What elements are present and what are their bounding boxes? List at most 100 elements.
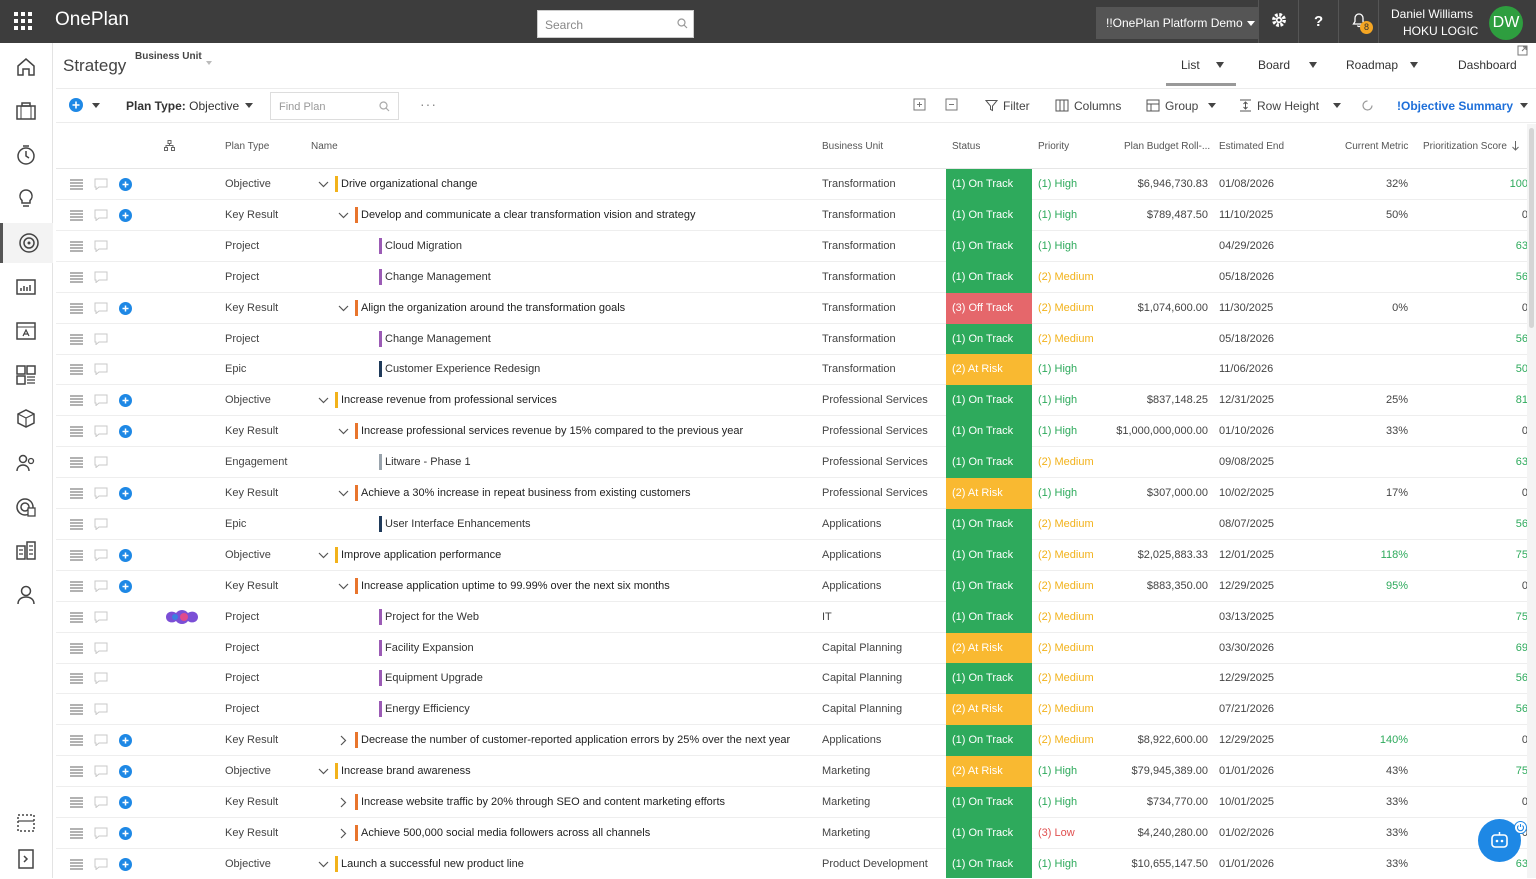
sort-descending-icon[interactable]	[1511, 140, 1520, 151]
drag-handle-icon[interactable]	[70, 241, 83, 252]
more-options-button[interactable]: ···	[420, 96, 437, 112]
user-menu[interactable]: Daniel Williams HOKU LOGIC DW	[1378, 0, 1536, 43]
search-input[interactable]: Search	[537, 10, 694, 38]
table-row[interactable]: Key Result Align the organization around …	[56, 292, 1528, 324]
column-header-name[interactable]: Name	[311, 141, 338, 152]
comment-icon[interactable]	[94, 240, 108, 252]
scrollbar-thumb[interactable]	[1529, 128, 1534, 328]
sidebar-item-goals[interactable]	[0, 487, 53, 527]
chevron-down-icon[interactable]	[1309, 62, 1317, 68]
expand-icon[interactable]	[1517, 45, 1528, 56]
comment-icon[interactable]	[94, 642, 108, 654]
plan-name-text[interactable]: Change Management	[385, 270, 491, 283]
plan-name-text[interactable]: Equipment Upgrade	[385, 672, 483, 685]
chevron-down-icon[interactable]	[338, 303, 349, 314]
app-launcher-icon[interactable]	[13, 11, 33, 31]
plan-name-text[interactable]: Customer Experience Redesign	[385, 363, 541, 376]
vertical-scrollbar[interactable]	[1527, 124, 1536, 878]
plan-name-text[interactable]: Launch a successful new product line	[341, 857, 524, 870]
plan-name-text[interactable]: Facility Expansion	[385, 641, 474, 654]
add-child-button[interactable]	[119, 394, 132, 408]
tab-board[interactable]: Board	[1258, 58, 1291, 72]
plan-name-text[interactable]: Decrease the number of customer-reported…	[361, 734, 791, 747]
comment-icon[interactable]	[94, 209, 108, 221]
column-header-prioritization-score[interactable]: Prioritization Score	[1423, 141, 1507, 152]
sidebar-collapse-button[interactable]	[0, 839, 53, 879]
add-child-button[interactable]	[119, 826, 132, 840]
column-header-status[interactable]: Status	[952, 141, 981, 152]
chevron-down-icon[interactable]	[1520, 103, 1528, 108]
drag-handle-icon[interactable]	[70, 704, 83, 715]
comment-icon[interactable]	[94, 672, 108, 685]
sidebar-item-products[interactable]	[0, 399, 53, 439]
table-row[interactable]: Project Facility Expansion Capital Plannin…	[56, 632, 1528, 664]
table-row[interactable]: Key Result Increase website traffic by 20…	[56, 787, 1528, 818]
table-row[interactable]: Project Project for the Web IT (1) On Track…	[56, 601, 1528, 633]
chevron-down-icon[interactable]	[1410, 62, 1418, 68]
table-row[interactable]: Project Change Management Transformation (1…	[56, 323, 1528, 355]
chevron-down-icon[interactable]	[318, 766, 329, 777]
table-row[interactable]: Project Change Management Transformation (1…	[56, 261, 1528, 293]
comment-icon[interactable]	[94, 178, 108, 190]
chevron-down-icon[interactable]	[338, 581, 349, 592]
chevron-down-icon[interactable]	[1208, 103, 1216, 108]
chevron-down-icon[interactable]	[1333, 103, 1341, 108]
drag-handle-icon[interactable]	[70, 581, 83, 592]
chevron-down-icon[interactable]	[92, 103, 100, 108]
comment-icon[interactable]	[94, 549, 108, 561]
hierarchy-icon[interactable]	[164, 140, 175, 151]
drag-handle-icon[interactable]	[70, 395, 83, 406]
add-child-button[interactable]	[119, 857, 132, 871]
chevron-right-icon[interactable]	[338, 828, 349, 839]
plan-name-text[interactable]: Increase professional services revenue b…	[361, 425, 744, 438]
chevron-down-icon[interactable]	[338, 488, 349, 499]
drag-handle-icon[interactable]	[70, 364, 83, 375]
chevron-down-icon[interactable]	[318, 550, 329, 561]
chevron-down-icon[interactable]	[338, 426, 349, 437]
drag-handle-icon[interactable]	[70, 735, 83, 746]
sidebar-item-portfolio[interactable]	[0, 91, 53, 131]
table-row[interactable]: Epic User Interface Enhancements Applicati…	[56, 508, 1528, 540]
table-row[interactable]: Key Result Increase application uptime to…	[56, 570, 1528, 602]
table-row[interactable]: Engagement Litware - Phase 1 Professional …	[56, 447, 1528, 479]
table-row[interactable]: Key Result Increase professional services…	[56, 416, 1528, 448]
plan-name-text[interactable]: Increase revenue from professional servi…	[341, 394, 557, 407]
comment-icon[interactable]	[94, 333, 108, 345]
chevron-down-icon[interactable]	[245, 103, 253, 108]
comment-icon[interactable]	[94, 425, 108, 438]
sidebar-item-time[interactable]	[0, 135, 53, 175]
chevron-right-icon[interactable]	[338, 797, 349, 808]
sidebar-item-team[interactable]	[0, 443, 53, 483]
table-row[interactable]: Epic Customer Experience Redesign Transfor…	[56, 354, 1528, 386]
column-header-budget[interactable]: Plan Budget Roll-...	[1124, 141, 1211, 152]
tab-dashboard[interactable]: Dashboard	[1458, 58, 1517, 72]
settings-button[interactable]	[1258, 0, 1298, 43]
drag-handle-icon[interactable]	[70, 457, 83, 468]
sidebar-item-profile[interactable]	[0, 575, 53, 615]
add-child-button[interactable]	[119, 765, 132, 779]
comment-icon[interactable]	[94, 734, 108, 747]
plan-name-text[interactable]: Improve application performance	[341, 548, 502, 561]
drag-handle-icon[interactable]	[70, 488, 83, 499]
table-row[interactable]: Objective Improve application performance…	[56, 539, 1528, 571]
chevron-down-icon[interactable]	[338, 210, 349, 221]
add-child-button[interactable]	[119, 301, 132, 315]
comment-icon[interactable]	[94, 487, 108, 499]
sidebar-item-resources[interactable]	[0, 311, 53, 351]
drag-handle-icon[interactable]	[70, 612, 83, 623]
sidebar-item-strategy[interactable]	[0, 223, 53, 263]
chevron-down-icon[interactable]	[206, 61, 212, 65]
table-row[interactable]: Key Result Achieve a 30% increase in repe…	[56, 478, 1528, 509]
objective-summary-view[interactable]: !Objective Summary	[1397, 99, 1514, 113]
chat-assistant-button[interactable]	[1478, 819, 1521, 862]
plan-name-text[interactable]: Achieve 500,000 social media followers a…	[361, 826, 651, 839]
drag-handle-icon[interactable]	[70, 333, 83, 345]
tab-list[interactable]: List	[1181, 58, 1200, 72]
table-row[interactable]: Project Energy Efficiency Capital Planning…	[56, 694, 1528, 726]
sidebar-item-reports[interactable]	[0, 267, 53, 307]
drag-handle-icon[interactable]	[70, 426, 83, 437]
drag-handle-icon[interactable]	[70, 272, 83, 283]
comment-icon[interactable]	[94, 703, 108, 716]
sidebar-item-home[interactable]	[0, 47, 53, 87]
sidebar-item-org[interactable]	[0, 531, 53, 571]
